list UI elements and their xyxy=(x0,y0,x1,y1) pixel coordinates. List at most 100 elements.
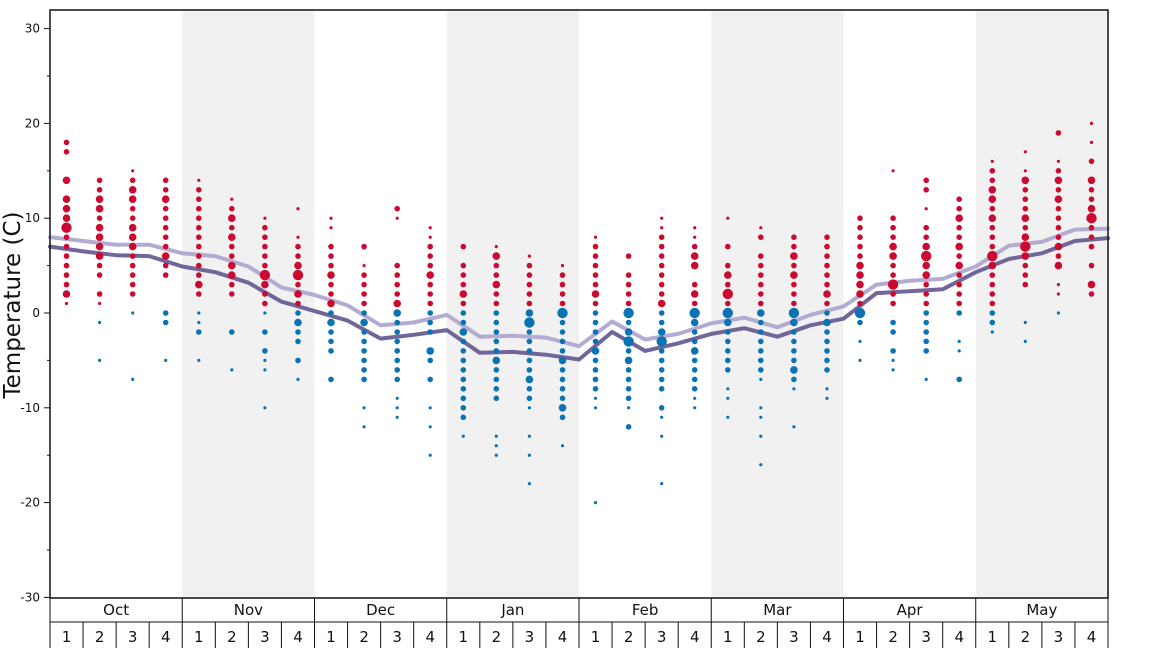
temperature-dot xyxy=(791,338,797,345)
temperature-dot xyxy=(228,261,236,270)
temperature-dot xyxy=(758,319,764,326)
temperature-dot xyxy=(592,243,599,250)
temperature-dot xyxy=(395,396,399,400)
temperature-dot xyxy=(394,281,401,288)
temperature-dot xyxy=(691,281,698,288)
temperature-dot xyxy=(559,329,566,335)
temperature-dot xyxy=(460,414,467,421)
temperature-dot xyxy=(658,367,665,373)
week-label: 2 xyxy=(492,628,502,646)
temperature-dot xyxy=(427,357,434,364)
temperature-dot xyxy=(394,357,401,364)
temperature-dot xyxy=(856,290,864,298)
temperature-dot xyxy=(361,281,367,288)
temperature-dot xyxy=(790,318,798,327)
temperature-dot xyxy=(1021,233,1030,241)
temperature-dot xyxy=(394,262,401,269)
temperature-dot xyxy=(1055,187,1062,193)
temperature-dot xyxy=(989,272,996,278)
temperature-dot xyxy=(956,205,962,212)
temperature-dot xyxy=(95,195,104,203)
week-label: 2 xyxy=(888,628,898,646)
temperature-dot xyxy=(63,253,70,259)
temperature-dot xyxy=(1055,130,1062,136)
temperature-dot xyxy=(295,300,301,307)
temperature-dot xyxy=(162,272,169,278)
month-label: Nov xyxy=(234,601,263,619)
temperature-dot xyxy=(262,262,268,269)
temperature-dot xyxy=(62,214,71,222)
temperature-dot xyxy=(360,318,368,327)
temperature-dot xyxy=(791,291,797,297)
y-tick-label: -30 xyxy=(20,590,40,604)
temperature-dot xyxy=(229,281,235,288)
temperature-dot xyxy=(988,261,997,270)
temperature-dot xyxy=(989,177,996,184)
temperature-dot xyxy=(493,319,500,326)
temperature-dot xyxy=(759,406,763,410)
temperature-dot xyxy=(161,195,170,203)
temperature-dot xyxy=(361,243,367,250)
temperature-dot xyxy=(1055,168,1062,174)
temperature-dot xyxy=(857,300,863,307)
temperature-dot xyxy=(294,290,302,298)
temperature-dot xyxy=(890,262,896,269)
temperature-dot xyxy=(1022,205,1029,212)
temperature-dot xyxy=(691,300,698,307)
temperature-dot xyxy=(725,243,731,250)
temperature-dot xyxy=(1087,176,1096,185)
temperature-dot xyxy=(262,300,268,307)
temperature-dot xyxy=(328,376,334,383)
temperature-dot xyxy=(1056,159,1060,163)
month-label: Mar xyxy=(763,601,792,619)
temperature-dot xyxy=(196,187,202,193)
week-label: 4 xyxy=(1087,628,1097,646)
temperature-dot xyxy=(1022,262,1029,269)
week-label: 3 xyxy=(1054,628,1064,646)
temperature-dot xyxy=(989,205,996,212)
temperature-dot xyxy=(758,291,764,297)
temperature-dot xyxy=(955,261,963,270)
temperature-dot xyxy=(559,291,566,297)
temperature-dot xyxy=(791,348,797,354)
temperature-dot xyxy=(494,453,498,457)
y-tick-label: -20 xyxy=(20,496,40,510)
temperature-dot xyxy=(824,272,830,278)
temperature-dot xyxy=(726,216,730,220)
temperature-dot xyxy=(493,310,500,316)
temperature-dot xyxy=(197,178,201,182)
temperature-dot xyxy=(294,318,302,327)
temperature-dot xyxy=(394,348,401,354)
week-label: 3 xyxy=(921,628,931,646)
temperature-dot xyxy=(196,205,202,212)
temperature-dot xyxy=(593,235,598,239)
temperature-dot xyxy=(658,319,665,326)
temperature-dot xyxy=(593,406,598,410)
temperature-dot xyxy=(625,300,632,307)
temperature-dot xyxy=(493,386,500,392)
temperature-dot xyxy=(460,300,467,307)
temperature-dot xyxy=(1088,158,1095,165)
temperature-dot xyxy=(395,406,399,410)
temperature-dot xyxy=(95,223,104,232)
week-label: 3 xyxy=(260,628,270,646)
temperature-dot xyxy=(791,234,797,240)
temperature-dot xyxy=(923,234,929,240)
temperature-dot xyxy=(427,243,434,250)
trend-line xyxy=(48,236,1110,362)
temperature-dot xyxy=(1054,242,1063,251)
temperature-dot xyxy=(96,215,103,221)
temperature-dot xyxy=(989,319,996,326)
temperature-dot xyxy=(1021,252,1030,260)
temperature-dot xyxy=(857,234,863,240)
temperature-dot xyxy=(922,261,930,270)
temperature-dot xyxy=(96,187,103,193)
week-label: 3 xyxy=(128,628,138,646)
temperature-dot xyxy=(788,307,800,319)
temperature-dot xyxy=(1023,339,1027,343)
temperature-dot xyxy=(426,347,435,355)
temperature-dot xyxy=(791,357,797,364)
temperature-dot xyxy=(792,387,796,391)
temperature-dot xyxy=(394,319,401,326)
temperature-dot xyxy=(857,215,863,221)
